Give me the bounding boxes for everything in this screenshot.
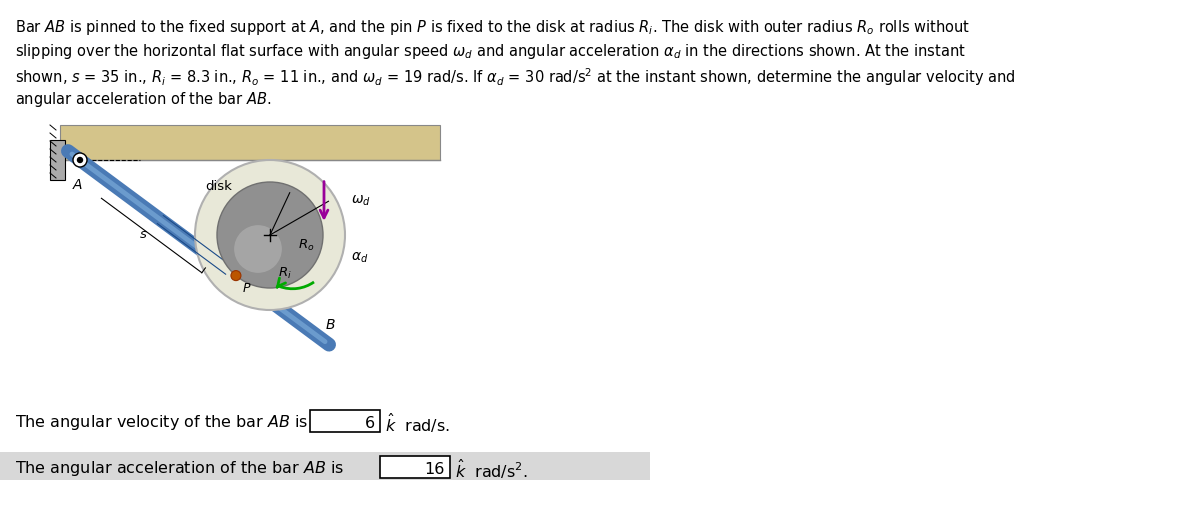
Circle shape <box>78 158 83 163</box>
Bar <box>310 410 380 432</box>
Text: $B$: $B$ <box>325 318 336 332</box>
Text: $R_o$: $R_o$ <box>298 237 314 252</box>
Text: angular acceleration of the bar $\mathit{AB}$.: angular acceleration of the bar $\mathit… <box>14 90 271 109</box>
Bar <box>50 140 65 180</box>
Text: The angular acceleration of the bar $\mathit{AB}$ is: The angular acceleration of the bar $\ma… <box>14 460 344 479</box>
Text: $R_i$: $R_i$ <box>278 266 292 281</box>
Text: disk: disk <box>205 180 232 193</box>
Circle shape <box>73 153 88 167</box>
Circle shape <box>194 160 346 310</box>
Text: Bar $\mathit{AB}$ is pinned to the fixed support at $\mathit{A}$, and the pin $\: Bar $\mathit{AB}$ is pinned to the fixed… <box>14 18 970 37</box>
Text: 16: 16 <box>425 462 445 477</box>
Text: $A$: $A$ <box>72 178 84 192</box>
Text: $\hat{k}$  rad/s.: $\hat{k}$ rad/s. <box>385 412 450 434</box>
Text: $\omega_d$: $\omega_d$ <box>352 194 371 209</box>
Text: $s$: $s$ <box>139 228 148 241</box>
Text: $\hat{k}$  rad/s$^2$.: $\hat{k}$ rad/s$^2$. <box>455 458 528 480</box>
Circle shape <box>217 182 323 288</box>
Circle shape <box>234 225 282 273</box>
Text: 6: 6 <box>365 416 374 430</box>
Text: $\alpha_d$: $\alpha_d$ <box>352 250 368 265</box>
Bar <box>380 456 450 478</box>
Text: The angular velocity of the bar $\mathit{AB}$ is: The angular velocity of the bar $\mathit… <box>14 414 308 432</box>
Circle shape <box>230 271 241 281</box>
Text: $P$: $P$ <box>242 282 252 294</box>
Bar <box>60 125 440 160</box>
Text: slipping over the horizontal flat surface with angular speed $\omega_d$ and angu: slipping over the horizontal flat surfac… <box>14 42 966 61</box>
Bar <box>0 452 650 480</box>
Text: shown, $s$ = 35 in., $R_i$ = 8.3 in., $R_o$ = 11 in., and $\omega_d$ = 19 rad/s.: shown, $s$ = 35 in., $R_i$ = 8.3 in., $R… <box>14 66 1015 88</box>
